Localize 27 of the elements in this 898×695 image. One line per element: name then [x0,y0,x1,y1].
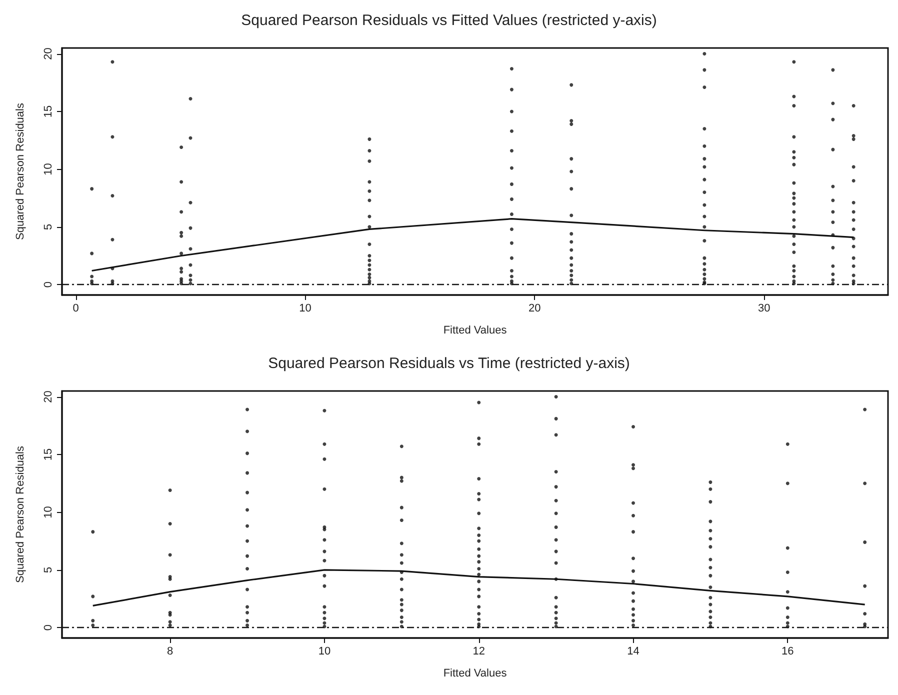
x-tick-label: 14 [627,646,640,658]
y-tick-label: 20 [42,390,54,403]
y-tick-label: 15 [42,448,54,461]
y-tick-label: 0 [42,282,54,288]
line-series [92,569,866,606]
x-tick-label: 30 [758,302,770,314]
y-axis-title: Squared Pearson Residuals [14,102,26,240]
line-series [91,218,854,272]
y-tick-label: 20 [42,48,54,60]
y-tick-label: 5 [42,224,54,230]
chart-title: Squared Pearson Residuals vs Time (restricted y-axis) [268,355,630,372]
x-tick-label: 20 [528,302,541,314]
x-axis-title: Fitted Values [443,668,508,680]
y-tick-label: 0 [42,624,54,631]
x-tick-label: 8 [167,646,174,658]
y-axis-title: Squared Pearson Residuals [14,446,26,583]
x-tick-label: 16 [782,646,794,658]
x-tick-label: 0 [72,302,79,314]
chart-title: Squared Pearson Residuals vs Fitted Values (restricted y-axis) [241,12,657,29]
x-tick-label: 12 [472,646,485,658]
y-tick-label: 5 [42,566,54,573]
y-tick-label: 10 [42,163,54,176]
x-tick-label: 10 [299,302,312,314]
y-tick-label: 10 [42,506,54,518]
x-axis-title: Fitted Values [443,324,508,336]
y-tick-label: 15 [42,105,54,118]
x-tick-label: 10 [318,646,331,658]
